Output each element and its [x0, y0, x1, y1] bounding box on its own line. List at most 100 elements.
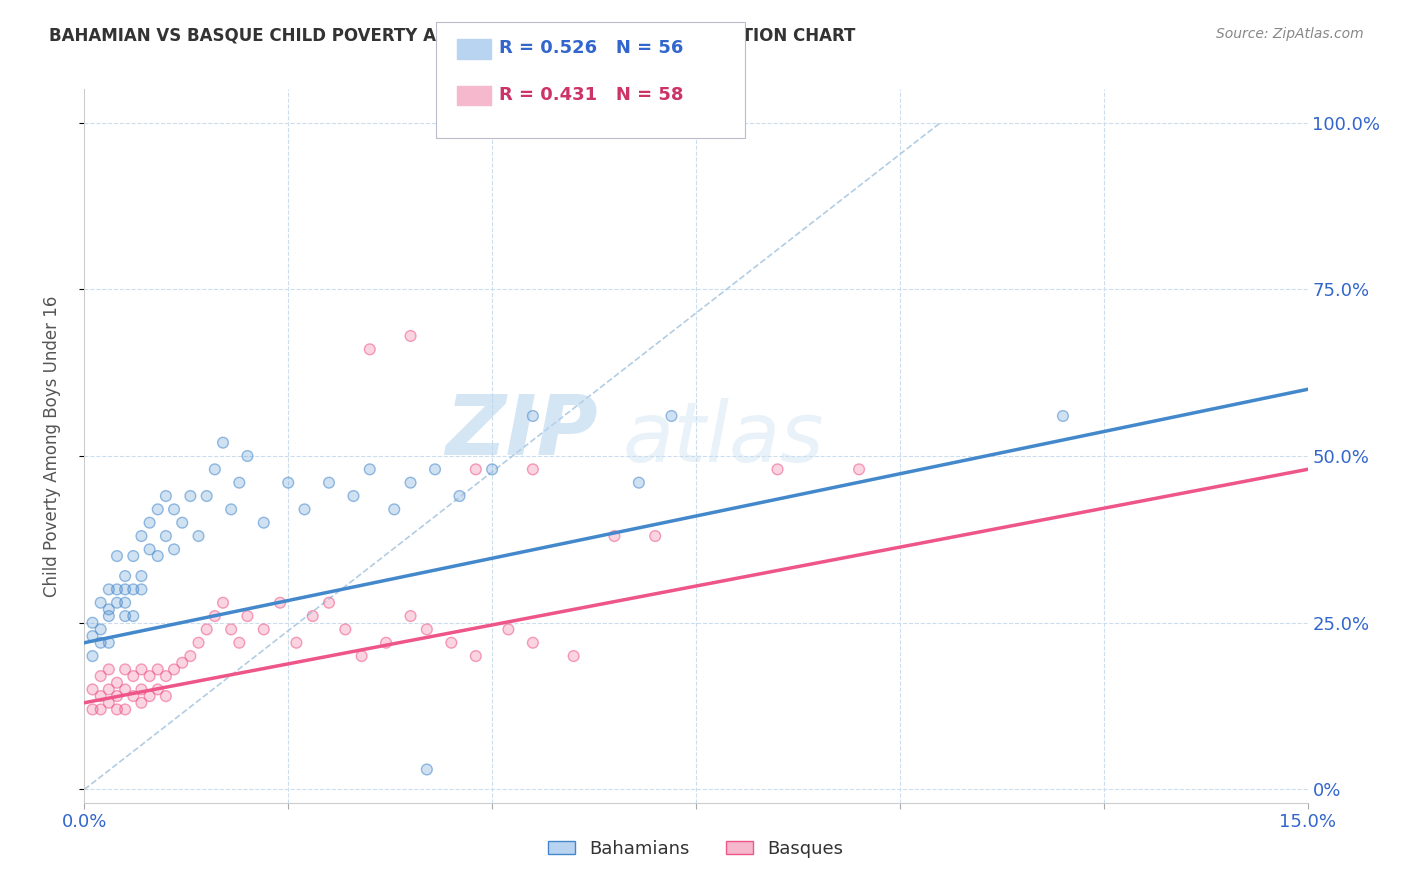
Point [766, 462, 789, 476]
Point [464, 462, 486, 476]
Point [138, 689, 160, 703]
Point [90, 702, 112, 716]
Point [294, 502, 316, 516]
Point [342, 489, 364, 503]
Point [219, 623, 242, 637]
Point [399, 609, 422, 624]
Point [105, 549, 128, 563]
Point [114, 682, 136, 697]
Point [105, 702, 128, 716]
Point [97, 682, 120, 697]
Point [416, 763, 439, 777]
Text: R = 0.526   N = 56: R = 0.526 N = 56 [499, 39, 683, 57]
Point [269, 596, 291, 610]
Point [481, 462, 503, 476]
Point [440, 636, 463, 650]
Point [464, 649, 486, 664]
Point [90, 689, 112, 703]
Point [285, 636, 308, 650]
Point [399, 475, 422, 490]
Point [131, 569, 153, 583]
Point [399, 329, 422, 343]
Point [236, 609, 259, 624]
Point [236, 609, 259, 624]
Point [82, 702, 104, 716]
Point [416, 623, 439, 637]
Point [105, 675, 128, 690]
Point [122, 669, 145, 683]
Point [522, 636, 544, 650]
Text: Source: ZipAtlas.com: Source: ZipAtlas.com [1216, 27, 1364, 41]
Point [335, 623, 357, 637]
Point [359, 462, 381, 476]
Point [146, 682, 169, 697]
Point [195, 623, 218, 637]
Point [131, 696, 153, 710]
Point [179, 489, 201, 503]
Point [172, 656, 194, 670]
Point [449, 489, 471, 503]
Point [90, 596, 112, 610]
Point [90, 623, 112, 637]
Point [114, 702, 136, 716]
Point [97, 582, 120, 597]
Point [212, 596, 235, 610]
Point [562, 649, 585, 664]
Point [522, 462, 544, 476]
Point [219, 623, 242, 637]
Point [90, 689, 112, 703]
Point [416, 623, 439, 637]
Point [318, 475, 340, 490]
Point [105, 596, 128, 610]
Text: atlas: atlas [623, 399, 824, 479]
Point [522, 409, 544, 423]
Point [285, 636, 308, 650]
Point [114, 662, 136, 676]
Point [375, 636, 398, 650]
Point [97, 636, 120, 650]
Point [301, 609, 323, 624]
Point [114, 582, 136, 597]
Point [82, 615, 104, 630]
Point [464, 462, 486, 476]
Point [416, 763, 439, 777]
Point [114, 662, 136, 676]
Point [97, 636, 120, 650]
Point [131, 682, 153, 697]
Point [294, 502, 316, 516]
Point [179, 649, 201, 664]
Point [114, 609, 136, 624]
Point [114, 702, 136, 716]
Point [212, 596, 235, 610]
Point [146, 662, 169, 676]
Point [114, 596, 136, 610]
Point [146, 502, 169, 516]
Point [318, 596, 340, 610]
Point [350, 649, 373, 664]
Point [318, 596, 340, 610]
Point [163, 662, 186, 676]
Point [90, 596, 112, 610]
Point [131, 582, 153, 597]
Point [464, 649, 486, 664]
Point [105, 702, 128, 716]
Point [212, 435, 235, 450]
Point [187, 529, 209, 543]
Point [399, 475, 422, 490]
Point [236, 449, 259, 463]
Point [644, 529, 666, 543]
Point [1052, 409, 1074, 423]
Point [179, 649, 201, 664]
Point [155, 669, 177, 683]
Point [114, 609, 136, 624]
Point [138, 689, 160, 703]
Point [105, 582, 128, 597]
Point [114, 582, 136, 597]
Point [253, 516, 276, 530]
Point [97, 602, 120, 616]
Point [603, 529, 626, 543]
Point [359, 343, 381, 357]
Text: R = 0.431   N = 58: R = 0.431 N = 58 [499, 86, 683, 103]
Point [440, 636, 463, 650]
Point [342, 489, 364, 503]
